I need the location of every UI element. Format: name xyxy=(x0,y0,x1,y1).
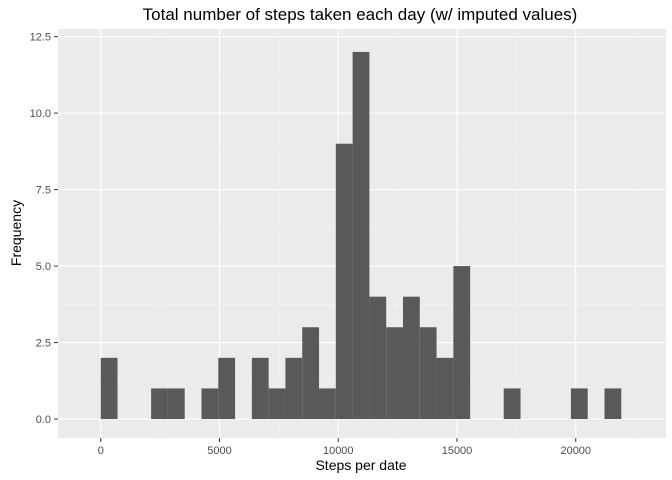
histogram-bar xyxy=(251,357,269,420)
histogram-bar xyxy=(201,388,219,420)
histogram-bar xyxy=(570,388,588,420)
histogram-bar xyxy=(167,388,185,420)
histogram-bar xyxy=(151,388,168,420)
x-tick-label: 10000 xyxy=(323,445,354,457)
x-axis: 0 5000 10000 15000 20000 xyxy=(98,438,591,457)
y-tick-label: 12.5 xyxy=(30,32,51,44)
histogram-bar xyxy=(218,357,236,420)
y-tick-label: 7.5 xyxy=(36,185,51,197)
y-tick-label: 2.5 xyxy=(36,338,51,350)
histogram-bar xyxy=(453,266,471,420)
histogram-bar xyxy=(436,357,454,420)
y-axis-title: Frequency xyxy=(8,200,24,266)
histogram-bar xyxy=(386,327,403,420)
y-tick-label: 0.0 xyxy=(36,414,51,426)
x-tick-label: 5000 xyxy=(207,445,231,457)
histogram-bar xyxy=(285,357,303,420)
histogram-bar xyxy=(100,357,118,420)
histogram-bar xyxy=(419,327,437,420)
x-tick-label: 20000 xyxy=(560,445,591,457)
x-axis-title: Steps per date xyxy=(315,457,406,473)
histogram-bar xyxy=(503,388,521,420)
y-tick-label: 10.0 xyxy=(30,108,51,120)
histogram-bar xyxy=(335,143,353,420)
chart-title: Total number of steps taken each day (w/… xyxy=(143,5,578,24)
y-tick-label: 5.0 xyxy=(36,261,51,273)
histogram-bar xyxy=(604,388,622,420)
histogram-bar xyxy=(369,296,387,420)
histogram-bar xyxy=(302,327,320,420)
histogram-bar xyxy=(352,51,370,420)
y-axis: 0.0 2.5 5.0 7.5 10.0 12.5 xyxy=(30,32,58,426)
histogram-bar xyxy=(402,296,420,420)
histogram-bar xyxy=(268,388,286,420)
histogram-bar xyxy=(319,388,336,420)
histogram-bars xyxy=(100,51,622,420)
x-tick-label: 0 xyxy=(98,445,104,457)
x-tick-label: 15000 xyxy=(442,445,473,457)
